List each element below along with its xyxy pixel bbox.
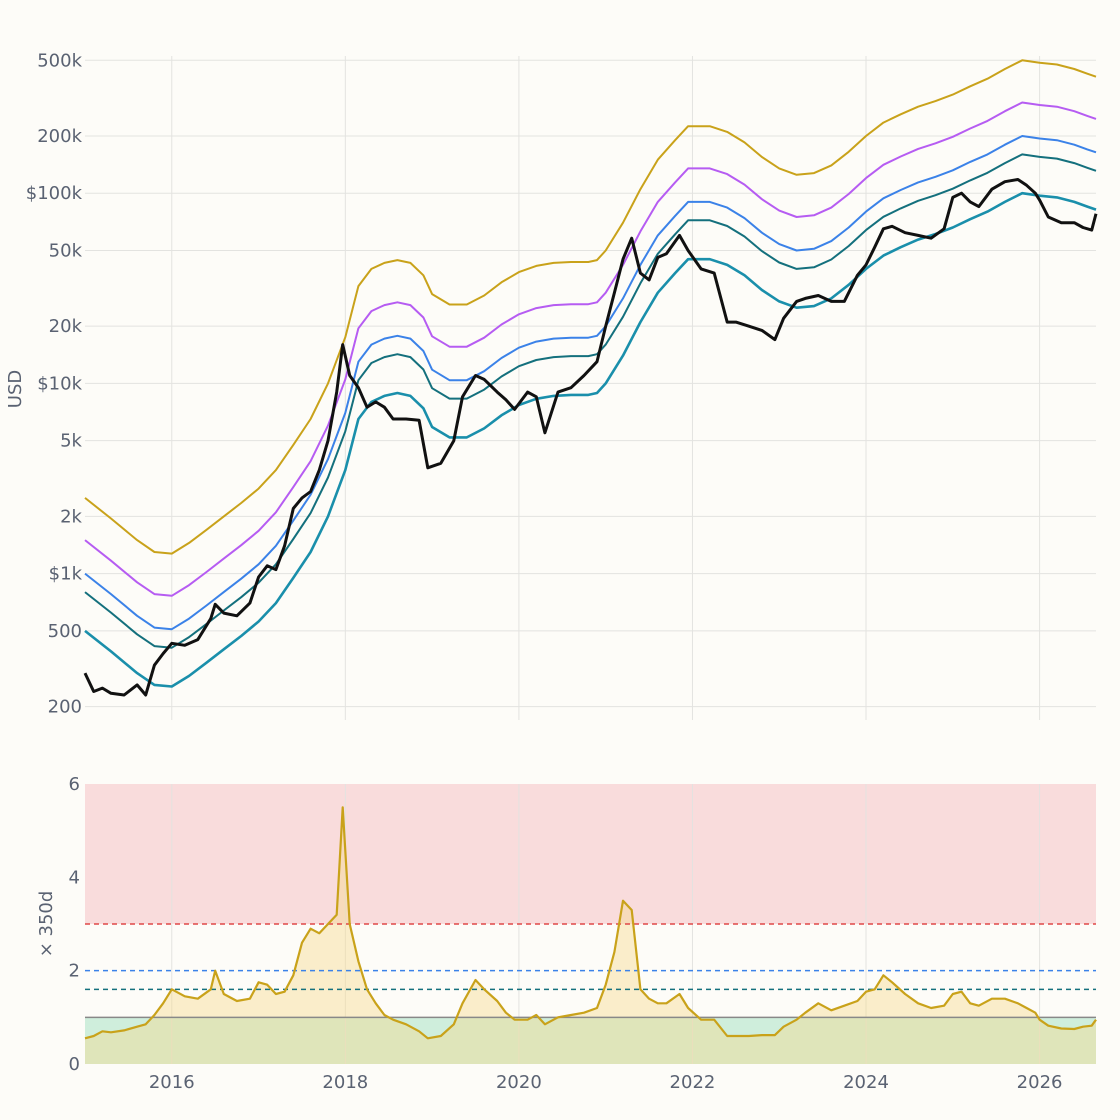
ratio-y-tick-label: 0 [69, 1054, 80, 1075]
price-band-line [84, 191, 1097, 688]
price-y-tick-label: 2k [60, 506, 82, 527]
ratio-x-tick-label: 2024 [843, 1072, 889, 1093]
price-y-axis-title: USD [5, 370, 26, 408]
price-band-line [84, 101, 1097, 597]
price-band-line [84, 135, 1097, 631]
ratio-zone [85, 784, 1096, 924]
ratio-area [85, 807, 1096, 1064]
ratio-panel: 2016 2018 2020 2022 2024 2026 0 2 4 6 [69, 774, 1097, 1093]
ratio-line [84, 806, 1097, 1040]
price-y-tick-label: 500k [37, 50, 82, 71]
price-y-tick-label: 5k [60, 431, 82, 452]
price-y-tick-label: $1k [49, 564, 83, 585]
ratio-x-tick-label: 2020 [496, 1072, 542, 1093]
price-y-tick-label: $10k [37, 373, 82, 394]
ratio-x-tick-label: 2026 [1017, 1072, 1063, 1093]
price-y-tick-label: $100k [26, 183, 83, 204]
price-y-tick-label: 200k [37, 126, 82, 147]
ratio-x-tick-label: 2018 [322, 1072, 368, 1093]
ratio-zone [85, 1017, 1096, 1064]
ratio-x-tick-label: 2022 [670, 1072, 716, 1093]
price-y-tick-label: 50k [49, 240, 83, 261]
ratio-y-tick-label: 2 [69, 961, 80, 982]
price-y-tick-label: 500 [48, 621, 82, 642]
ratio-y-tick-label: 4 [69, 867, 80, 888]
price-panel: 500k 200k $100k 50k 20k $10k 5k 2k $1k 500 200 [26, 50, 1098, 720]
ratio-y-tick-label: 6 [69, 774, 80, 795]
price-band-line [84, 59, 1097, 555]
ratio-y-axis-title: × 350d [36, 891, 57, 958]
price-line [83, 178, 1098, 697]
price-y-tick-label: 200 [48, 697, 82, 718]
price-y-tick-label: 20k [49, 316, 83, 337]
ratio-x-tick-label: 2016 [149, 1072, 195, 1093]
